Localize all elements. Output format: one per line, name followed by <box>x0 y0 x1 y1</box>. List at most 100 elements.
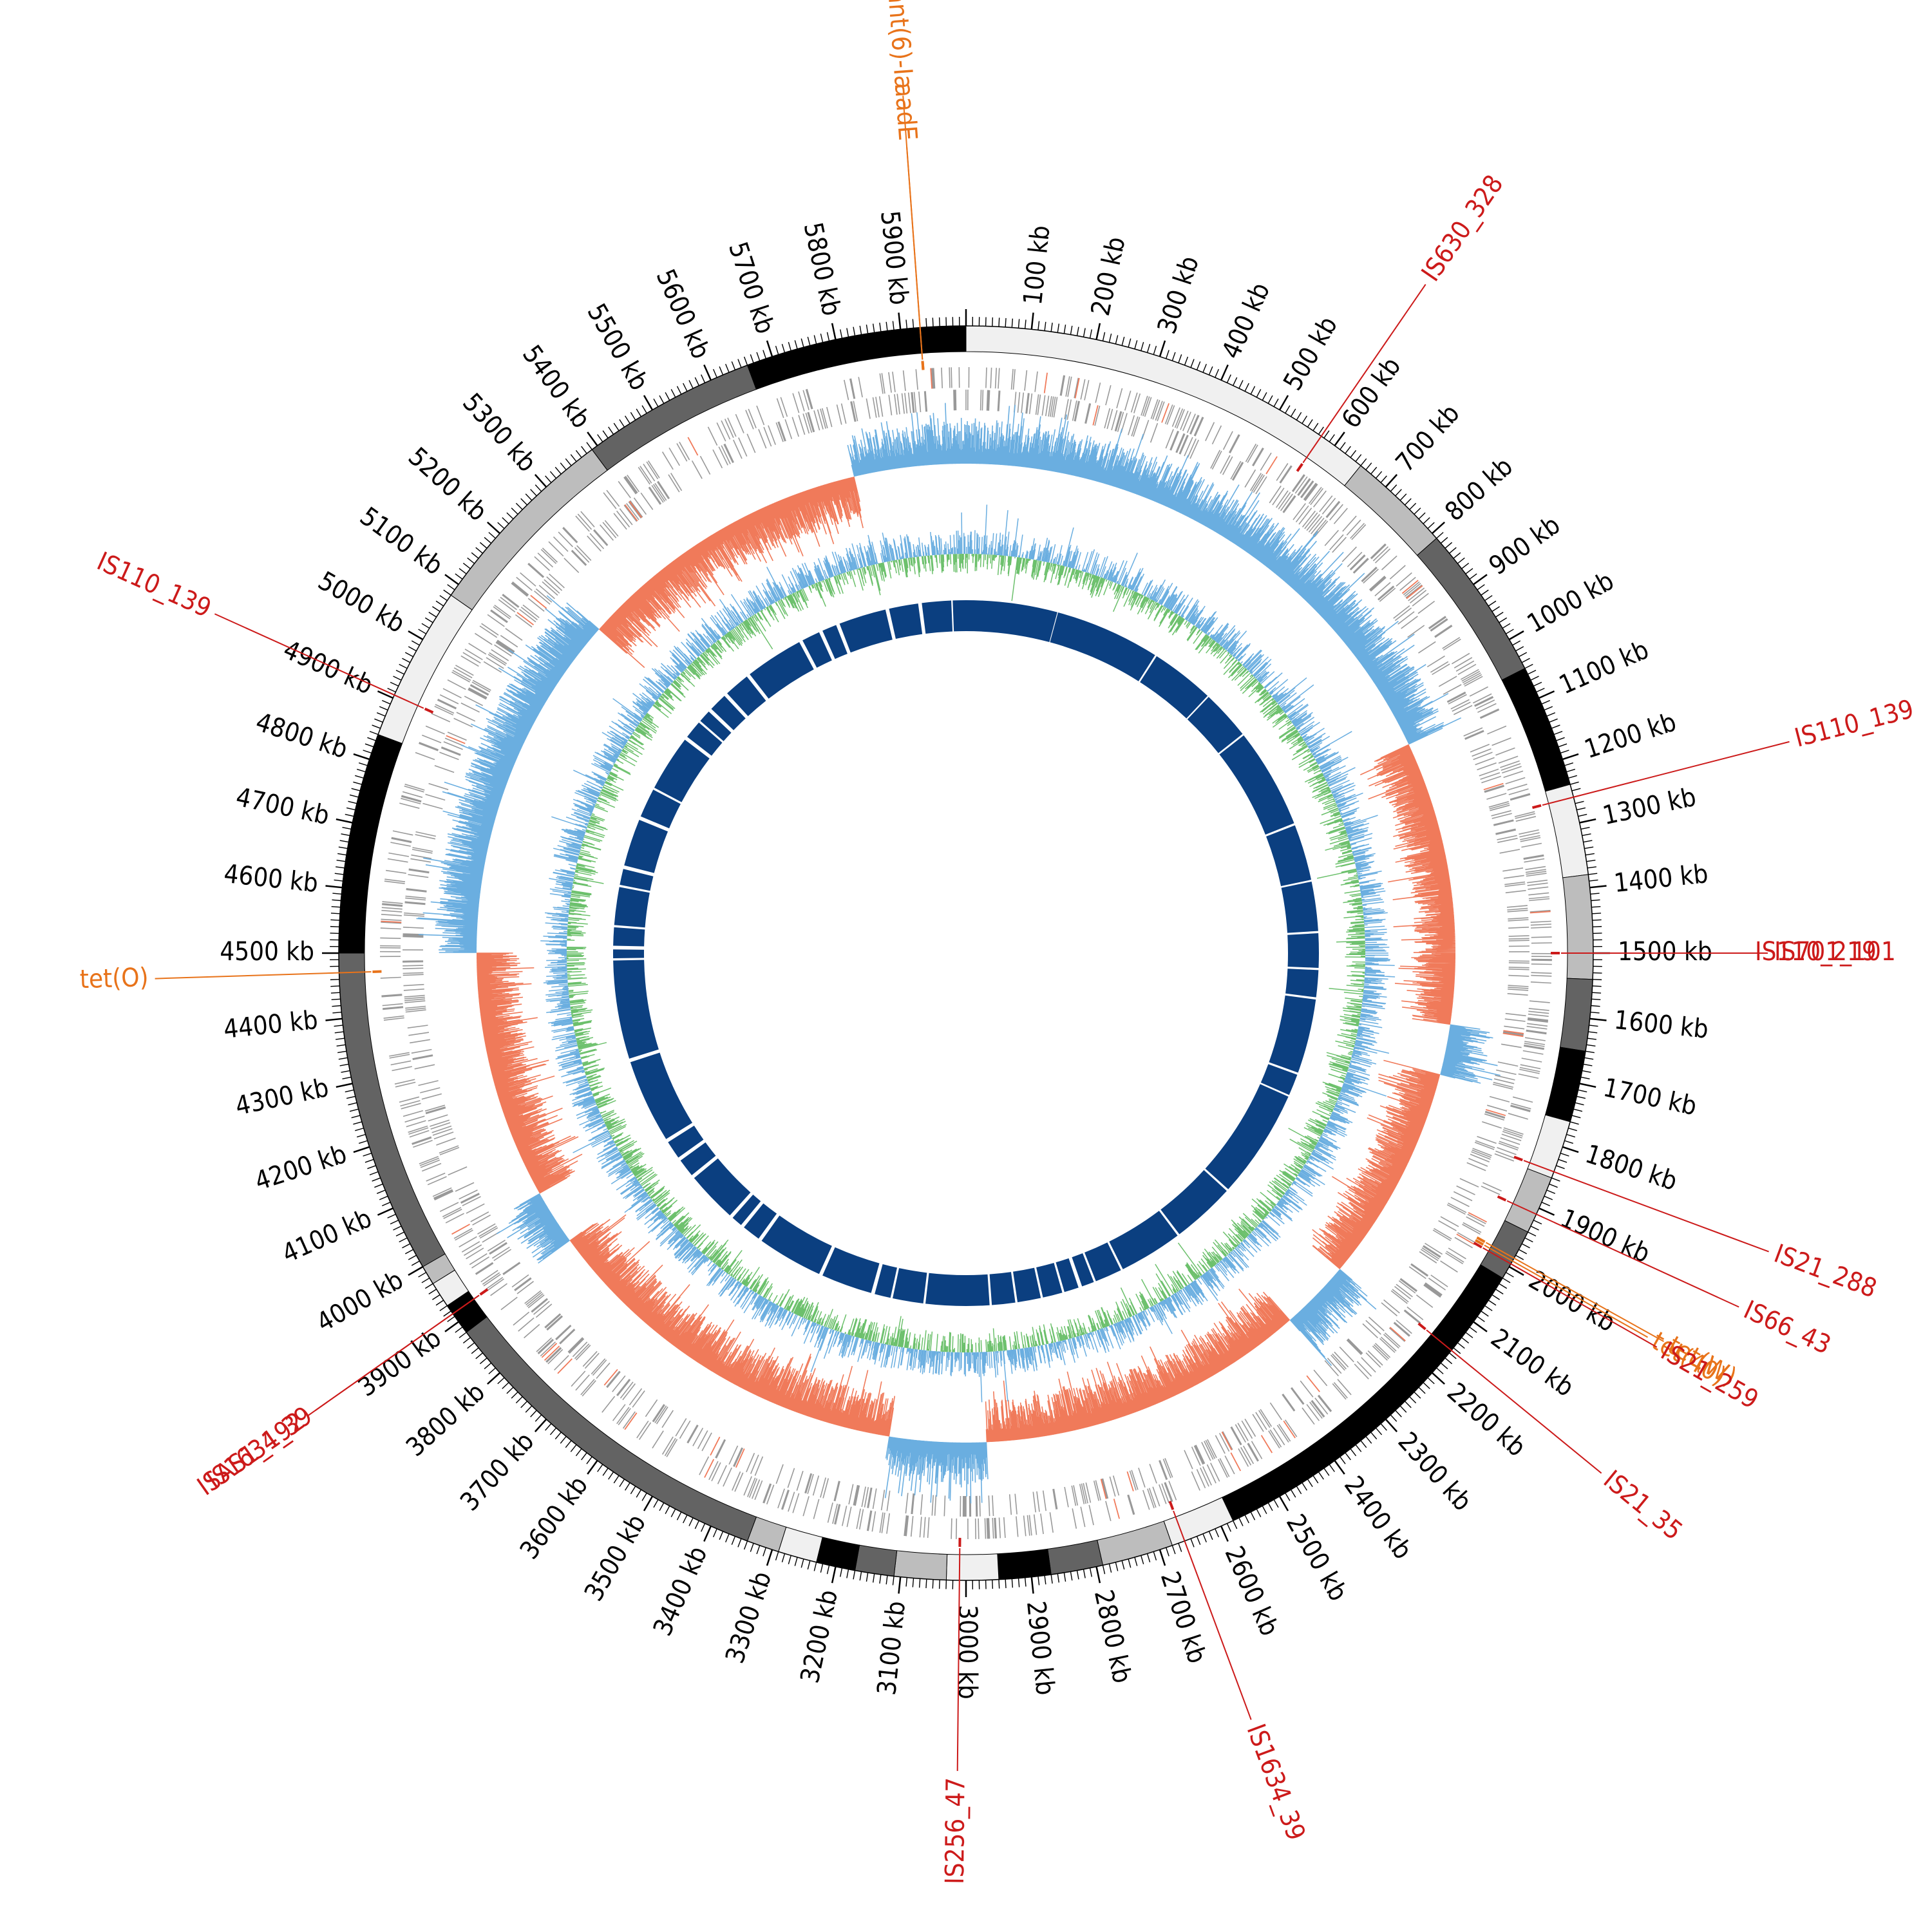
minor-tick <box>1457 1342 1465 1349</box>
minor-tick <box>1427 1377 1435 1385</box>
minor-tick <box>1414 1391 1421 1399</box>
minor-tick <box>719 1531 724 1540</box>
minor-tick <box>1578 813 1587 817</box>
minor-tick <box>1171 352 1176 361</box>
minor-tick <box>356 1133 366 1138</box>
major-tick <box>643 1495 654 1511</box>
homology-block <box>750 642 814 699</box>
minor-tick <box>1290 1489 1296 1498</box>
minor-tick <box>1577 1095 1586 1099</box>
major-tick <box>1579 818 1596 824</box>
minor-tick <box>479 1358 488 1365</box>
minor-tick <box>520 498 528 506</box>
gc-skew-negative <box>476 477 1456 1443</box>
minor-tick <box>520 1401 528 1408</box>
minor-tick <box>471 552 479 559</box>
homology-block <box>989 1272 1016 1305</box>
feature-leader-line <box>1484 1244 1649 1338</box>
minor-tick <box>1166 1547 1170 1557</box>
major-tick <box>377 690 393 699</box>
feature-label-tet-o: tet(O) <box>79 963 149 994</box>
minor-tick <box>1584 846 1594 849</box>
minor-tick <box>1296 1486 1302 1495</box>
minor-tick <box>1355 1444 1362 1452</box>
minor-tick <box>840 1567 843 1577</box>
minor-tick <box>1285 1493 1291 1501</box>
major-tick <box>1508 630 1524 641</box>
minor-tick <box>1461 562 1470 569</box>
minor-tick <box>379 1195 388 1200</box>
minor-tick <box>636 1489 642 1498</box>
minor-tick <box>1481 1311 1489 1317</box>
minor-tick <box>1226 374 1231 383</box>
minor-tick <box>381 1202 391 1207</box>
minor-tick <box>872 1573 875 1583</box>
minor-tick <box>1250 386 1256 395</box>
major-tick <box>1473 574 1488 585</box>
minor-tick <box>484 536 492 544</box>
feature-leader-line <box>155 971 372 980</box>
homology-block <box>1266 825 1312 887</box>
major-tick <box>1431 521 1445 535</box>
major-tick <box>1334 431 1345 446</box>
minor-tick <box>905 319 908 329</box>
minor-tick <box>418 629 426 634</box>
minor-tick <box>846 328 849 337</box>
minor-tick <box>1492 1294 1500 1300</box>
major-tick <box>1431 1372 1445 1385</box>
minor-tick <box>659 1502 665 1511</box>
minor-tick <box>342 827 352 830</box>
homology-block <box>680 1142 716 1175</box>
minor-tick <box>1302 415 1307 424</box>
gc-content-ring <box>540 504 1396 1403</box>
minor-tick <box>1296 412 1302 421</box>
minor-tick <box>676 386 682 395</box>
minor-tick <box>411 1260 420 1266</box>
major-tick <box>587 1460 598 1475</box>
minor-tick <box>1404 498 1412 506</box>
minor-tick <box>892 1576 895 1586</box>
homology-block <box>1036 1263 1063 1298</box>
minor-tick <box>439 595 448 601</box>
minor-tick <box>1585 853 1595 856</box>
minor-tick <box>387 688 396 693</box>
minor-tick <box>1238 380 1244 389</box>
minor-tick <box>1365 1436 1372 1444</box>
minor-tick <box>1418 1387 1426 1394</box>
minor-tick <box>395 670 404 675</box>
feature-mark <box>479 1288 489 1296</box>
minor-tick <box>1551 724 1560 729</box>
minor-tick <box>1582 833 1591 837</box>
minor-tick <box>497 1377 505 1385</box>
minor-tick <box>1502 623 1511 629</box>
minor-tick <box>1215 1528 1220 1538</box>
minor-tick <box>1586 859 1596 862</box>
minor-tick <box>872 323 875 333</box>
minor-tick <box>1134 1557 1138 1566</box>
minor-tick <box>653 398 659 407</box>
minor-tick <box>581 446 587 454</box>
minor-tick <box>545 475 552 483</box>
feature-mark <box>424 707 434 714</box>
minor-tick <box>630 412 636 421</box>
minor-tick <box>1515 646 1524 652</box>
contig-segment <box>1562 874 1594 980</box>
minor-tick <box>1436 1367 1444 1374</box>
minor-tick <box>1050 323 1053 332</box>
major-tick <box>487 521 501 535</box>
feature-leader-line <box>1523 1160 1769 1253</box>
minor-tick <box>886 1575 888 1585</box>
minor-tick <box>683 383 688 392</box>
minor-tick <box>1141 342 1144 351</box>
minor-tick <box>1256 1508 1262 1517</box>
minor-tick <box>859 1571 862 1581</box>
major-tick <box>408 1265 424 1276</box>
minor-tick <box>346 807 355 811</box>
minor-tick <box>794 340 798 350</box>
minor-tick <box>905 1577 908 1587</box>
minor-tick <box>636 408 642 417</box>
major-tick <box>444 1321 459 1332</box>
minor-tick <box>1528 1231 1537 1236</box>
minor-tick <box>554 1432 562 1440</box>
minor-tick <box>1070 325 1073 335</box>
